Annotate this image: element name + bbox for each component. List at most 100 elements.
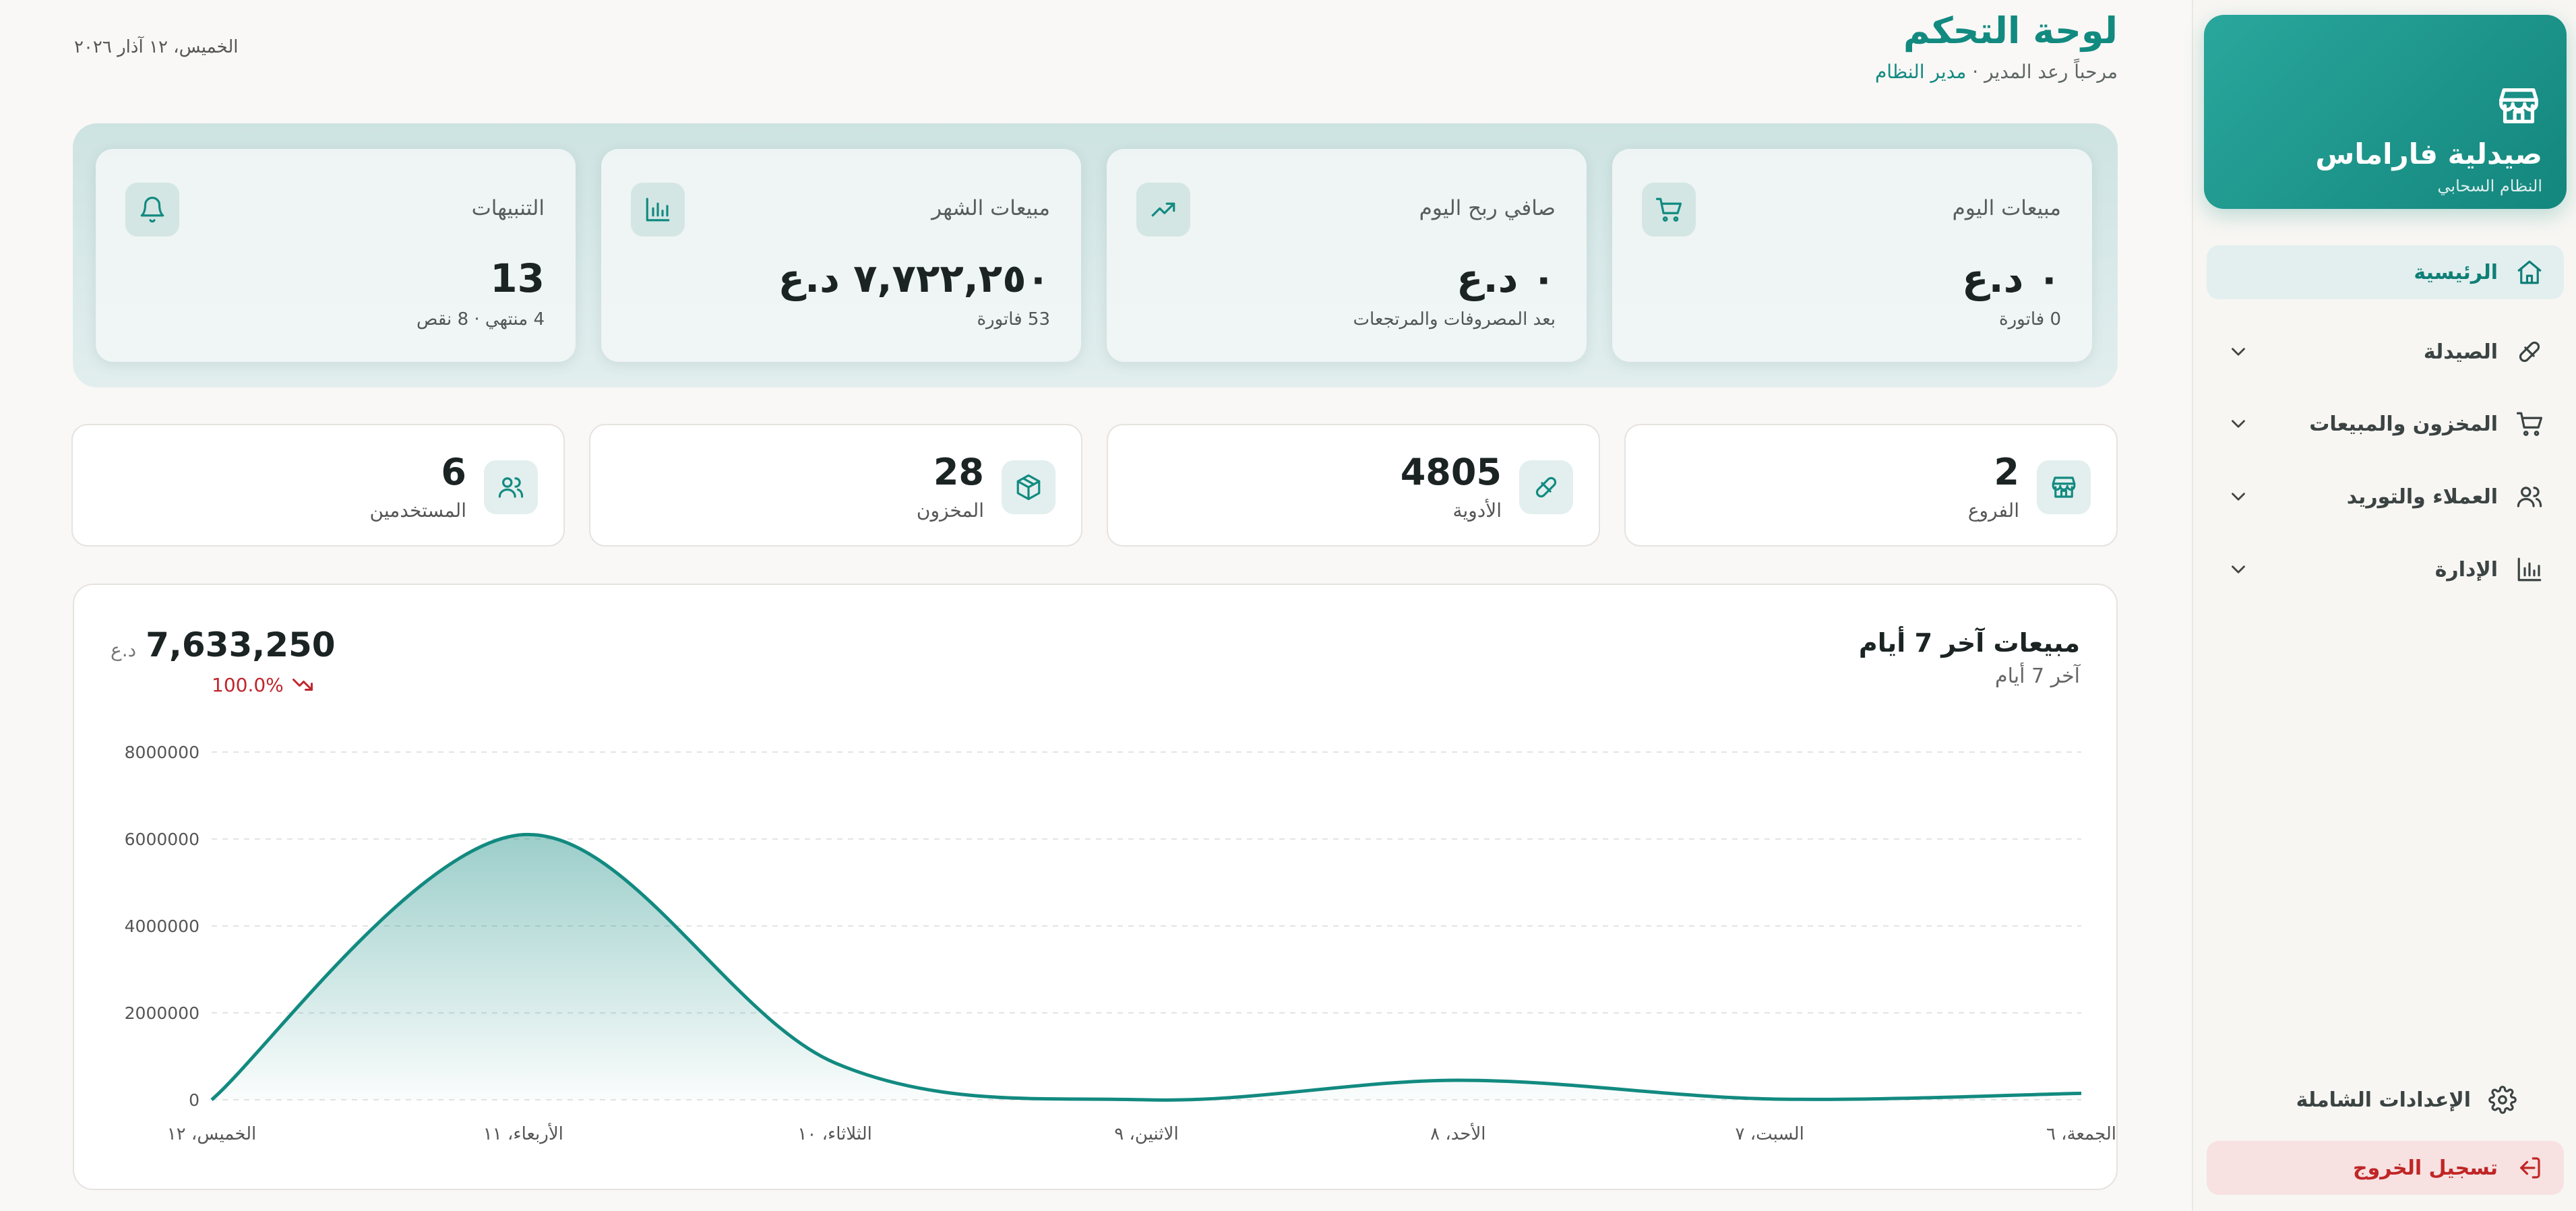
data-point[interactable]	[1456, 1078, 1460, 1082]
sidebar-item-label: المخزون والمبيعات	[2309, 412, 2498, 436]
brand-subtitle: النظام السحابي	[2437, 177, 2542, 195]
stat-label: التنبيهات	[471, 196, 545, 220]
chart-total-amount: 7,633,250	[146, 625, 336, 664]
data-point[interactable]	[210, 1098, 214, 1102]
sidebar-item-home[interactable]: الرئيسية	[2207, 245, 2564, 299]
data-point[interactable]	[1768, 1097, 1772, 1101]
sidebar-item-administration[interactable]: الإدارة	[2207, 542, 2564, 596]
sales-area-chart: 0 2000000 4000000 6000000 8000000 الجمعة، ٦ ال…	[125, 743, 2116, 1144]
welcome-text: مرحباً رعد المدير · مدير النظام	[1875, 61, 2118, 83]
stat-subtext: 53 فاتورة	[977, 309, 1050, 330]
stat-card-today-sales[interactable]: مبيعات اليوم ٠ د.ع 0 فاتورة	[1612, 149, 2092, 362]
chart-title: مبيعات آخر 7 أيام	[1858, 628, 2080, 658]
count-card-inventory[interactable]: 28 المخزون	[589, 424, 1082, 547]
count-card-branches[interactable]: 2 الفروع	[1624, 424, 2118, 547]
sidebar-item-pharmacy[interactable]: الصيدلة	[2207, 325, 2564, 379]
stat-label: صافي ربح اليوم	[1419, 196, 1556, 220]
stat-card-month-sales[interactable]: مبيعات الشهر ٧,٧٢٢,٢٥٠ د.ع 53 فاتورة	[601, 149, 1081, 362]
count-value: 4805	[1400, 451, 1502, 493]
chart-subtitle: آخر 7 أيام	[1995, 664, 2080, 688]
gear-icon	[2488, 1086, 2517, 1114]
welcome-greeting: مرحباً رعد المدير ·	[1966, 61, 2118, 83]
cart-icon	[1642, 183, 1696, 237]
users-icon	[484, 460, 538, 514]
stat-subtext: 4 منتهي · 8 نقص	[417, 309, 545, 330]
sidebar: صيدلية فاراماس النظام السحابي الرئيسية ا…	[2192, 0, 2576, 1211]
data-point[interactable]	[2079, 1091, 2083, 1095]
count-label: المخزون	[916, 499, 984, 522]
bar-chart-icon	[631, 183, 685, 237]
logout-label: تسجيل الخروج	[2353, 1156, 2498, 1180]
pill-icon	[2519, 341, 2540, 363]
count-value: 6	[441, 451, 466, 493]
data-point[interactable]	[1144, 1098, 1148, 1102]
brand-title: صيدلية فاراماس	[2315, 137, 2542, 170]
logout-button[interactable]: تسجيل الخروج	[2207, 1141, 2564, 1195]
y-tick-label: 8000000	[125, 743, 200, 762]
stat-value: 13	[490, 255, 545, 301]
pill-icon	[1519, 460, 1573, 514]
x-tick-label: الجمعة، ٦	[2046, 1124, 2116, 1144]
count-label: الفروع	[1967, 499, 2019, 522]
chevron-down-icon	[2232, 348, 2245, 356]
stat-card-alerts[interactable]: التنبيهات 13 4 منتهي · 8 نقص	[96, 149, 576, 362]
sidebar-item-label: الإدارة	[2434, 557, 2498, 582]
series-area	[212, 834, 2081, 1100]
x-tick-label: الاثنين، ٩	[1114, 1124, 1178, 1144]
sidebar-item-label: العملاء والتوريد	[2346, 485, 2498, 509]
trending-down-icon	[292, 679, 313, 691]
bell-icon	[125, 183, 179, 237]
count-card-users[interactable]: 6 المستخدمين	[71, 424, 565, 547]
count-card-medicines[interactable]: 4805 الأدوية	[1107, 424, 1600, 547]
sidebar-item-customers-supply[interactable]: العملاء والتوريد	[2207, 470, 2564, 524]
data-point[interactable]	[833, 1061, 837, 1065]
x-tick-label: الثلاثاء، ١٠	[797, 1124, 871, 1144]
logout-icon	[2520, 1157, 2540, 1179]
count-label: المستخدمين	[369, 499, 466, 522]
x-tick-label: الأحد، ٨	[1430, 1122, 1485, 1144]
trending-up-icon	[1136, 183, 1190, 237]
data-point[interactable]	[521, 833, 525, 837]
chevron-down-icon	[2232, 493, 2245, 501]
users-icon	[2517, 487, 2542, 507]
sidebar-item-label: الصيدلة	[2423, 340, 2498, 364]
cart-icon	[2516, 412, 2543, 436]
chart-change: 100.0%	[212, 673, 315, 697]
x-tick-label: الخميس، ١٢	[167, 1124, 257, 1144]
home-icon	[2517, 260, 2542, 284]
x-tick-label: السبت، ٧	[1735, 1124, 1804, 1144]
series-line	[210, 833, 2082, 1102]
stat-value: ٠ د.ع	[1456, 255, 1556, 301]
stat-value: ٧,٧٢٢,٢٥٠ د.ع	[778, 255, 1051, 301]
count-label: الأدوية	[1452, 499, 1502, 522]
stats-band: مبيعات اليوم ٠ د.ع 0 فاتورة صافي ربح الي…	[73, 123, 2118, 387]
chevron-down-icon	[2232, 565, 2245, 573]
stat-card-today-profit[interactable]: صافي ربح اليوم ٠ د.ع بعد المصروفات والمر…	[1107, 149, 1587, 362]
sidebar-item-inventory-sales[interactable]: المخزون والمبيعات	[2207, 397, 2564, 451]
store-icon	[2037, 460, 2091, 514]
page-title: لوحة التحكم	[1903, 9, 2118, 52]
y-tick-label: 4000000	[125, 917, 200, 936]
chart-total-currency: د.ع	[111, 639, 137, 661]
sidebar-item-label: الرئيسية	[2414, 260, 2498, 284]
stat-label: مبيعات الشهر	[931, 196, 1050, 220]
user-role: مدير النظام	[1874, 61, 1967, 83]
brand-card: صيدلية فاراماس النظام السحابي	[2204, 15, 2567, 209]
y-tick-label: 0	[189, 1090, 200, 1110]
y-tick-label: 6000000	[125, 830, 200, 849]
box-icon	[1002, 460, 1055, 514]
stat-subtext: 0 فاتورة	[1998, 309, 2061, 330]
count-value: 28	[933, 451, 984, 493]
chevron-down-icon	[2232, 420, 2245, 428]
current-date: الخميس، ١٢ آذار ٢٠٢٦	[74, 37, 239, 57]
count-value: 2	[1994, 451, 2019, 493]
y-tick-label: 2000000	[125, 1003, 200, 1023]
stat-value: ٠ د.ع	[1961, 255, 2061, 301]
chart-total: د.ع 7,633,250	[111, 625, 336, 664]
settings-button[interactable]: الإعدادات الشاملة	[2207, 1073, 2564, 1127]
sales-chart-card: مبيعات آخر 7 أيام آخر 7 أيام د.ع 7,633,2…	[73, 584, 2118, 1190]
chart-change-value: 100.0%	[212, 673, 284, 696]
stat-label: مبيعات اليوم	[1952, 196, 2061, 220]
store-icon	[2499, 88, 2538, 123]
x-tick-label: الأربعاء، ١١	[483, 1122, 563, 1144]
